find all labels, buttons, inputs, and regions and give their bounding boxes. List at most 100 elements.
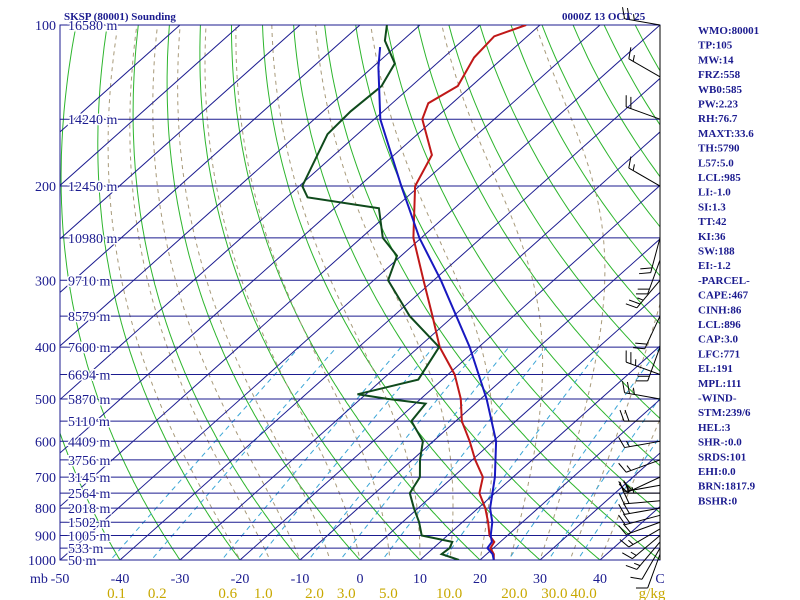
wind-barb-flag (618, 504, 625, 515)
index-value: EI:-1.2 (698, 260, 731, 272)
wind-barb-flag (623, 492, 630, 504)
wind-barb-shaft (644, 315, 661, 349)
dry-adiabat-line (97, 25, 241, 560)
wind-barb-flag (618, 462, 627, 473)
dry-adiabat-line (199, 25, 421, 560)
wind-barb (618, 513, 661, 526)
height-label: 4409 m (68, 435, 111, 450)
isotherms (60, 25, 660, 560)
temperature-tick-label: -50 (51, 572, 70, 587)
wind-barb (625, 350, 661, 375)
index-value: TT:42 (698, 216, 727, 228)
index-value: CINH:86 (698, 304, 742, 316)
wind-barb-flag (623, 503, 630, 514)
index-value: LCL:985 (698, 172, 741, 184)
wind-barb-shaft (628, 167, 661, 187)
height-label: 6694 m (68, 368, 111, 383)
index-value: -WIND- (698, 393, 737, 405)
wind-barb (618, 503, 661, 515)
index-value: TP:105 (698, 40, 733, 52)
moist-adiabat-line (129, 25, 271, 560)
wind-barb-shaft (624, 440, 661, 449)
wind-barb-shaft (625, 514, 661, 526)
dry-adiabat-line (166, 25, 361, 560)
wind-barb-shaft (632, 535, 661, 560)
wind-barb-flag (638, 272, 651, 275)
index-value: SI:1.3 (698, 201, 726, 213)
mixing-ratio-tick-label: 0.2 (148, 586, 167, 600)
wind-barb-shaft (641, 547, 661, 580)
dry-adiabat-line (417, 25, 660, 420)
pressure-tick-label: 200 (35, 180, 56, 195)
height-label: 12450 m (68, 180, 118, 195)
height-label: 5870 m (68, 393, 111, 408)
wind-barb-flag (630, 576, 643, 580)
isotherm-line (299, 238, 660, 560)
parcel-trace (377, 47, 498, 560)
wind-barb (635, 346, 661, 382)
temperature-tick-label: -10 (291, 572, 310, 587)
isobars (59, 24, 661, 561)
valid-time: 0000Z 13 OCT 25 (562, 11, 646, 23)
wind-barb-flag (624, 409, 630, 422)
index-value: WMO:80001 (698, 25, 759, 37)
wind-barb (625, 541, 661, 570)
mixing-ratio-line (442, 346, 602, 560)
index-value: RH:76.7 (698, 113, 738, 125)
mixing-ratio-tick-label: 2.0 (305, 586, 324, 600)
temperature-trace (412, 25, 527, 560)
moist-adiabat-line (177, 25, 331, 560)
height-label: 9710 m (68, 274, 111, 289)
index-value: PW:2.23 (698, 99, 739, 111)
wind-barb (618, 476, 661, 493)
wind-barb-shaft (628, 58, 661, 78)
wind-barb-half (626, 465, 632, 471)
wind-barb (618, 459, 661, 473)
wind-barb-shaft (647, 346, 661, 382)
height-label: 2564 m (68, 487, 111, 502)
index-value: LI:-1.0 (698, 187, 731, 199)
wind-barb (628, 47, 661, 78)
moist-adiabat-line (152, 25, 301, 560)
wind-barb-shaft (626, 106, 661, 120)
wind-barb-shaft (624, 18, 661, 26)
wind-barb-shaft (626, 459, 661, 473)
moist-adiabat-line (235, 25, 391, 560)
wind-barb-flag (622, 381, 626, 393)
dry-adiabat-line (572, 25, 660, 178)
pressure-unit-label: mb (30, 572, 48, 587)
wind-barb-flag (618, 514, 626, 525)
isotherm-line (239, 184, 660, 560)
mixing-ratio-line (547, 396, 660, 560)
index-value: FRZ:558 (698, 69, 741, 81)
moist-adiabat-line (271, 25, 421, 560)
temperature-tick-label: -30 (171, 572, 190, 587)
wind-barb-shaft (624, 507, 661, 515)
index-value: HEL:3 (698, 422, 731, 434)
isotherm-line (60, 25, 241, 187)
dry-adiabat-line (541, 25, 660, 228)
dry-adiabat-line (261, 25, 541, 560)
temperature-axis: -50 -40 -30 -20 -10 0 10 20 30 40 C (51, 572, 665, 587)
isotherm-line (359, 291, 660, 560)
temperature-tick-label: 10 (413, 572, 427, 587)
wind-barb-shaft (627, 476, 661, 493)
mixing-ratio-line (256, 346, 434, 560)
temperature-tick-label: 0 (357, 572, 364, 587)
dry-adiabat-line (386, 25, 660, 467)
temperature-tick-label: 40 (593, 572, 607, 587)
mixing-ratio-line (381, 346, 548, 560)
moist-adiabat-line (535, 25, 606, 560)
temperature-tick-label: -40 (111, 572, 130, 587)
isotherm-line (60, 25, 481, 401)
dry-adiabat-line (60, 431, 121, 560)
wind-barb-shaft (628, 528, 661, 548)
isotherm-line (599, 505, 660, 560)
height-label: 1005 m (68, 530, 111, 545)
moist-adiabat-line (569, 25, 660, 560)
index-value: MPL:111 (698, 378, 741, 390)
dry-adiabat-line (324, 25, 660, 560)
index-value: EHI:0.0 (698, 466, 736, 478)
mixing-ratio-line (109, 346, 300, 560)
height-label: 8579 m (68, 310, 111, 325)
